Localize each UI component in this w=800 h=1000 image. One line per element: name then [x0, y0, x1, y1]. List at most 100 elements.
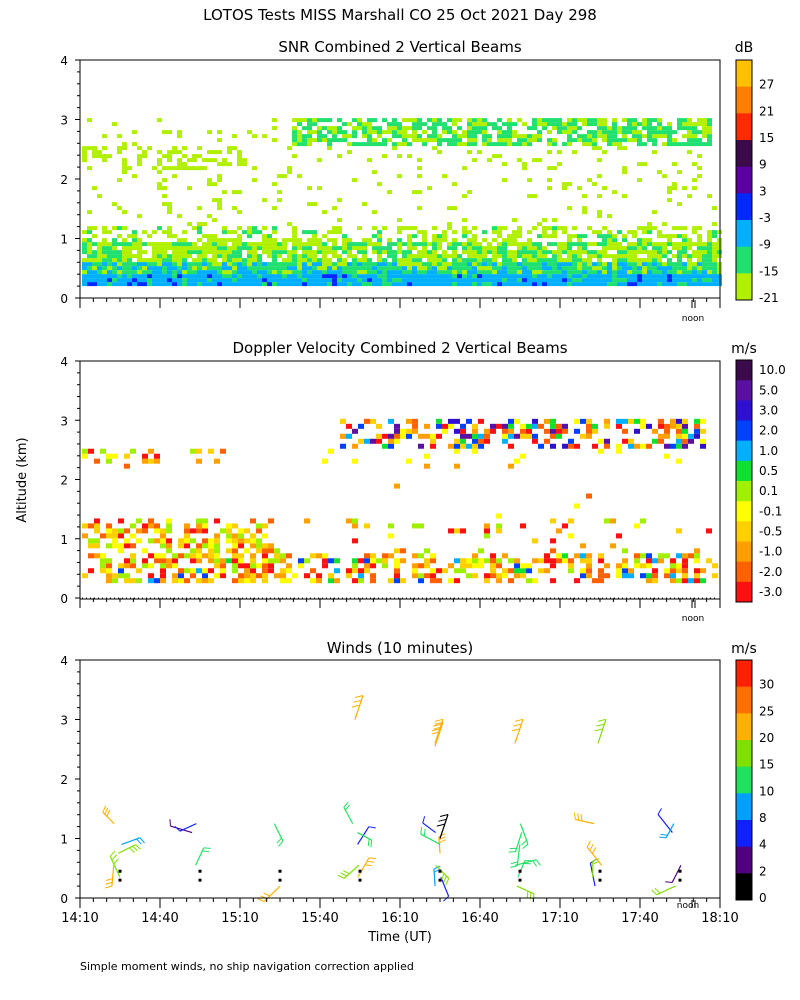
snr-cell [572, 130, 577, 135]
doppler-noon-label: noon [682, 614, 704, 624]
snr-cell [542, 226, 547, 231]
snr-cell [647, 138, 652, 143]
snr-cell [157, 266, 162, 271]
snr-cell [602, 226, 607, 231]
doppler-cell [412, 553, 418, 559]
doppler-cell [574, 578, 580, 584]
snr-cell [582, 242, 587, 247]
snr-cell [662, 278, 667, 283]
snr-cell [192, 278, 197, 283]
snr-cell [237, 278, 242, 283]
snr-cell [122, 254, 127, 259]
snr-cell [287, 270, 292, 275]
wind-barb-flag [368, 857, 377, 860]
snr-cell [197, 254, 202, 259]
snr-cell [682, 238, 687, 243]
doppler-cell [94, 518, 100, 524]
snr-cell [332, 130, 337, 135]
snr-cell [137, 146, 142, 151]
snr-cell [372, 250, 377, 255]
doppler-cell [514, 433, 520, 439]
snr-cell [407, 242, 412, 247]
snr-cell [347, 278, 352, 283]
snr-cell [427, 126, 432, 131]
snr-cell [152, 274, 157, 279]
doppler-cell [358, 423, 364, 429]
doppler-cell [130, 543, 136, 549]
snr-cell [572, 270, 577, 275]
snr-cell [232, 146, 237, 151]
snr-cell [667, 138, 672, 143]
snr-cell [117, 150, 122, 155]
snr-cell [422, 270, 427, 275]
snr-cell [557, 266, 562, 271]
snr-cell [187, 262, 192, 267]
snr-cell [382, 130, 387, 135]
snr-cell [102, 246, 107, 251]
snr-cell [237, 282, 242, 287]
snr-cell [527, 254, 532, 259]
snr-cell [402, 274, 407, 279]
snr-cell [232, 254, 237, 259]
doppler-cell [412, 573, 418, 579]
snr-cell [332, 246, 337, 251]
doppler-cell [232, 568, 238, 574]
snr-cell [547, 250, 552, 255]
snr-cell [92, 186, 97, 191]
snr-cell [462, 242, 467, 247]
snr-cell [402, 258, 407, 263]
snr-cell [282, 246, 287, 251]
doppler-cell [496, 528, 502, 534]
doppler-cell [148, 518, 154, 524]
wind-barb [439, 814, 449, 839]
snr-cell [122, 242, 127, 247]
snr-cell [572, 258, 577, 263]
wind-barb-flag [366, 860, 375, 863]
doppler-cell [676, 433, 682, 439]
snr-cell [302, 118, 307, 123]
snr-cell [312, 270, 317, 275]
snr-cell [122, 162, 127, 167]
snr-cell [547, 186, 552, 191]
colorbar-swatch [736, 561, 752, 583]
snr-cell [542, 258, 547, 263]
snr-cell [682, 134, 687, 139]
snr-cell [357, 246, 362, 251]
snr-cell [267, 262, 272, 267]
snr-cell [227, 150, 232, 155]
snr-cell [547, 166, 552, 171]
doppler-cell [208, 553, 214, 559]
snr-cell [537, 282, 542, 287]
snr-cell [407, 254, 412, 259]
snr-cell [362, 202, 367, 207]
snr-cell [92, 146, 97, 151]
doppler-cell [508, 463, 514, 469]
colorbar-label: -0.5 [759, 524, 782, 538]
doppler-cell [124, 543, 130, 549]
snr-cell [487, 138, 492, 143]
snr-cell [677, 242, 682, 247]
snr-cell [472, 270, 477, 275]
snr-cell [272, 282, 277, 287]
doppler-cell [538, 558, 544, 564]
snr-cell [177, 242, 182, 247]
snr-cell [367, 122, 372, 127]
snr-cell [647, 126, 652, 131]
doppler-cell [580, 573, 586, 579]
snr-cell [427, 254, 432, 259]
snr-cell [272, 230, 277, 235]
snr-cell [187, 270, 192, 275]
snr-cell [577, 118, 582, 123]
doppler-cell [586, 423, 592, 429]
snr-cell [337, 218, 342, 223]
colorbar-swatch [736, 400, 752, 421]
wind-barb-flag [513, 723, 522, 727]
snr-cell [167, 262, 172, 267]
doppler-cell [322, 458, 328, 464]
snr-cell [437, 262, 442, 267]
doppler-cell [508, 418, 514, 424]
snr-cell [582, 262, 587, 267]
doppler-cell [562, 428, 568, 434]
doppler-cell [634, 523, 640, 529]
snr-cell [677, 226, 682, 231]
